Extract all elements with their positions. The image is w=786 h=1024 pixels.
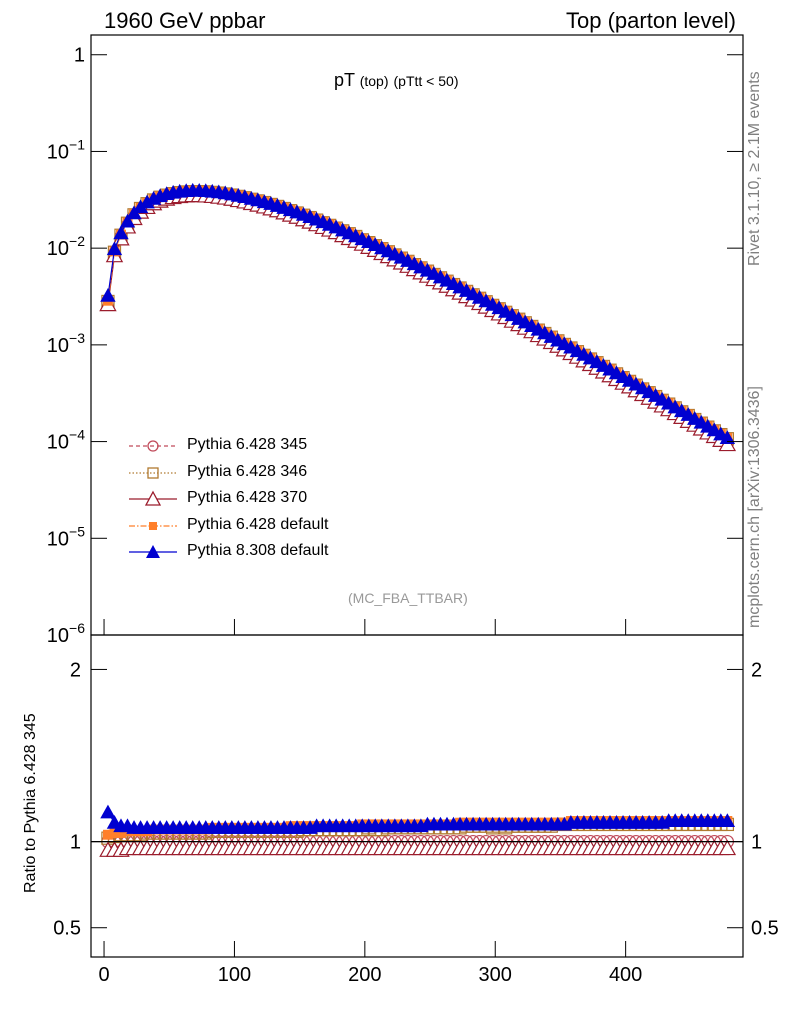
axes: 0 100 200 300 400 1 10−1 10−2 10−3 10−4 10−5 10−6 0.… [47, 34, 779, 986]
y-tick-label: 1 [74, 45, 85, 67]
analysis-label: (MC_FBA_TTBAR) [348, 590, 468, 606]
ratio-point [100, 804, 116, 819]
legend-marker-open-circle-icon [129, 440, 177, 452]
ratio-y-axis-label: Ratio to Pythia 6.428 345 [22, 713, 39, 893]
x-tick-label: 400 [609, 964, 642, 986]
y-tick-label: 10−6 [47, 620, 85, 647]
legend-label: Pythia 8.308 default [187, 542, 329, 559]
ratio-y-tick-label: 1 [70, 832, 81, 854]
data-point [119, 213, 136, 228]
y-tick-label: 10−4 [47, 427, 85, 454]
data-point [100, 288, 116, 302]
data-point [719, 430, 736, 445]
ratio-point [116, 828, 126, 838]
rivet-version-text: Rivet 3.1.10, ≥ 2.1M events [746, 71, 763, 266]
header-right: Top (parton level) [566, 8, 736, 33]
plot-title-main: pT [334, 70, 355, 90]
data-point [139, 194, 155, 209]
y-tick-label: 10−5 [47, 523, 85, 550]
legend-label: Pythia 6.428 default [187, 515, 329, 533]
legend-label: Pythia 6.428 345 [187, 436, 308, 453]
x-tick-label: 200 [348, 964, 381, 986]
legend-marker-open-triangle-icon [129, 490, 177, 506]
legend-marker-filled-triangle-icon [129, 545, 177, 558]
x-tick-label: 0 [98, 964, 109, 986]
header-left: 1960 GeV ppbar [104, 8, 266, 33]
main-panel-series [99, 182, 737, 452]
series-line [107, 191, 728, 440]
legend-marker-open-square-icon [129, 466, 177, 479]
y-tick-label: 10−3 [47, 330, 85, 357]
ratio-y-tick-label: 0.5 [53, 918, 81, 940]
ratio-point [719, 813, 736, 828]
ratio-panel-series [99, 804, 737, 857]
x-tick-label: 300 [479, 964, 512, 986]
legend-marker-filled-square-icon [129, 521, 177, 530]
ratio-point [103, 829, 113, 840]
legend-label: Pythia 6.428 346 [187, 462, 308, 480]
ratio-point [109, 828, 120, 838]
legend-label: Pythia 6.428 370 [187, 489, 308, 506]
plot-title-sub1: (top) [359, 73, 389, 89]
ratio-frame [90, 634, 744, 958]
data-point [113, 225, 129, 240]
ratio-y-tick-label-right: 0.5 [751, 918, 779, 940]
plot-title: pT (top) (pTtt < 50) [334, 70, 458, 91]
plot-title-sub2: (pTtt < 50) [393, 73, 459, 89]
ratio-y-tick-label-right: 2 [751, 659, 762, 681]
series-line [107, 194, 728, 446]
ratio-y-tick-label-right: 1 [751, 832, 762, 854]
mcplots-text: mcplots.cern.ch [arXiv:1306.3436] [746, 386, 763, 628]
ratio-y-tick-label: 2 [70, 659, 81, 681]
ratio-point [718, 839, 737, 856]
data-point [106, 241, 123, 256]
y-tick-label: 10−2 [47, 233, 85, 260]
x-tick-label: 100 [218, 964, 251, 986]
y-tick-label: 10−1 [47, 136, 85, 163]
series-line [107, 193, 728, 444]
